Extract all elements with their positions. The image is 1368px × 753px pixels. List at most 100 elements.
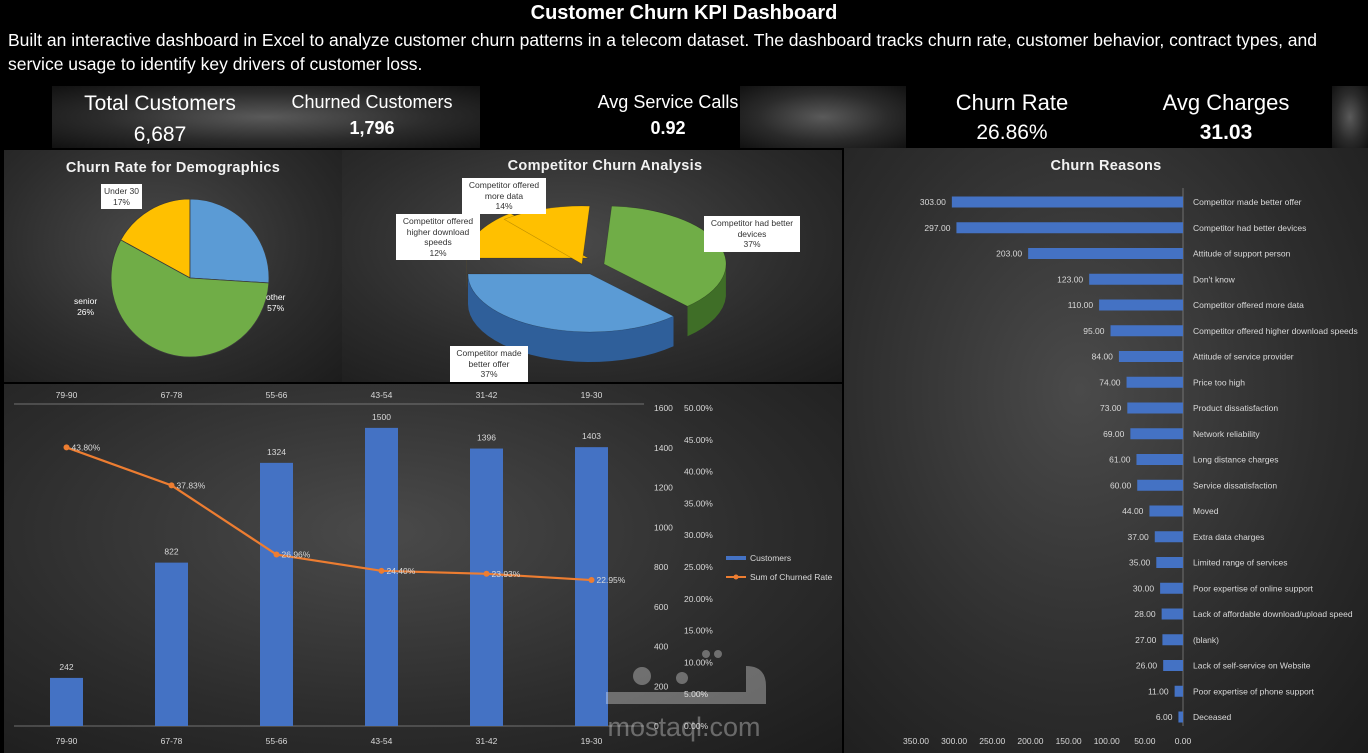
churn-reasons-panel: Churn Reasons 303.00 Competitor made bett… — [844, 148, 1368, 753]
customers-bar — [260, 462, 293, 726]
age-group-panel: 79-90 79-90 242 67-78 67-78 822 55-66 55-66 1324… — [4, 384, 842, 753]
churn-reasons-bar-chart: 303.00 Competitor made better offer 297.00… — [903, 188, 1358, 746]
reason-category-label: (blank) — [1193, 635, 1219, 645]
reason-bar — [1127, 402, 1183, 414]
reasons-x-tick-label: 350.00 — [903, 736, 929, 746]
kpi-card-edge — [1332, 86, 1368, 148]
reason-bar — [1163, 660, 1183, 671]
y-right-tick-label: 0.00% — [684, 721, 709, 731]
churned-rate-line — [66, 446, 592, 582]
competitor-panel: Competitor Churn Analysis Competitor off… — [342, 150, 842, 382]
reason-value-label: 69.00 — [1103, 429, 1125, 439]
customers-bar-label: 242 — [59, 662, 73, 672]
pie-label-more-data: Competitor offered more data 14% — [462, 178, 546, 214]
reasons-x-tick-label: 100.00 — [1094, 736, 1120, 746]
reason-bar — [1118, 351, 1183, 362]
churned-customers-value: 1,796 — [349, 118, 395, 138]
reason-category-label: Poor expertise of online support — [1193, 583, 1314, 593]
customers-bar-label: 1324 — [267, 447, 286, 457]
dashboard-header: Customer Churn KPI Dashboard Built an in… — [0, 0, 1368, 86]
pie-slice-other — [110, 239, 270, 358]
churned-rate-point — [63, 444, 70, 451]
churned-rate-point — [273, 551, 280, 558]
reasons-x-tick-label: 50.00 — [1134, 736, 1156, 746]
y-left-tick-label: 0 — [654, 721, 659, 731]
reasons-x-tick-label: 250.00 — [979, 736, 1005, 746]
kpi-card-service — [740, 86, 906, 148]
reason-value-label: 27.00 — [1135, 635, 1157, 645]
reason-value-label: 11.00 — [1148, 686, 1169, 696]
churn-rate-label: Churn Rate — [955, 90, 1069, 115]
customers-bar — [50, 677, 83, 726]
demographics-panel: Churn Rate for Demographics Under 30 17% … — [4, 150, 342, 382]
service-calls-value: 0.92 — [650, 118, 686, 138]
reason-category-label: Competitor offered higher download speed… — [1193, 326, 1358, 336]
reason-value-label: 26.00 — [1136, 661, 1158, 671]
y-left-tick-label: 200 — [654, 681, 668, 691]
reason-value-label: 123.00 — [1057, 274, 1083, 284]
reason-bar — [1162, 634, 1183, 646]
reason-value-label: 110.00 — [1068, 300, 1094, 310]
churned-rate-label: 37.83% — [177, 480, 206, 490]
reason-bar — [1130, 428, 1183, 440]
reason-bar — [1137, 479, 1183, 491]
reason-bar — [956, 222, 1183, 234]
legend-churned-marker — [733, 574, 739, 580]
pie-slice-better-offer — [467, 273, 675, 333]
pie-label-senior: senior 26% — [74, 296, 98, 317]
reason-value-label: 297.00 — [924, 223, 950, 233]
reason-value-label: 6.00 — [1156, 712, 1173, 722]
y-right-tick-label: 15.00% — [684, 626, 713, 636]
competitor-pie — [465, 205, 727, 362]
reasons-x-tick-label: 150.00 — [1056, 736, 1082, 746]
legend-customers-swatch — [726, 556, 746, 560]
reason-category-label: Long distance charges — [1193, 455, 1279, 465]
x-bottom-tick-label: 43-54 — [371, 736, 393, 746]
customers-bar — [470, 448, 503, 726]
reason-bar — [1099, 299, 1183, 311]
pie-slice-under30 — [120, 198, 191, 279]
reason-value-label: 35.00 — [1129, 558, 1151, 568]
reason-value-label: 95.00 — [1083, 326, 1105, 336]
x-bottom-tick-label: 67-78 — [161, 736, 183, 746]
reason-category-label: Attitude of service provider — [1193, 352, 1294, 362]
churn-reasons-title: Churn Reasons — [1050, 158, 1162, 174]
reason-bar — [1126, 376, 1183, 388]
reason-bar — [1174, 685, 1183, 697]
x-top-tick-label: 67-78 — [161, 390, 183, 400]
y-left-tick-label: 1600 — [654, 403, 673, 413]
x-top-tick-label: 31-42 — [476, 390, 498, 400]
y-right-tick-label: 30.00% — [684, 530, 713, 540]
avg-charges-value: 31.03 — [1199, 121, 1253, 144]
churned-rate-label: 43.80% — [72, 442, 101, 452]
reason-bar — [1160, 582, 1183, 594]
demographics-pie — [110, 198, 270, 358]
reason-category-label: Network reliability — [1193, 429, 1260, 439]
reasons-x-tick-label: 200.00 — [1017, 736, 1043, 746]
reason-category-label: Lack of affordable download/upload speed — [1193, 609, 1353, 619]
churned-rate-point — [168, 482, 175, 489]
reason-value-label: 60.00 — [1110, 480, 1132, 490]
reason-category-label: Attitude of support person — [1193, 249, 1291, 259]
reason-value-label: 203.00 — [996, 249, 1022, 259]
reason-bar — [1089, 273, 1183, 285]
reason-category-label: Deceased — [1193, 712, 1232, 722]
reason-value-label: 44.00 — [1122, 506, 1144, 516]
pie-label-better-devices: Competitor had better devices 37% — [704, 216, 800, 252]
x-bottom-tick-label: 19-30 — [581, 736, 603, 746]
reason-category-label: Lack of self-service on Website — [1193, 661, 1311, 671]
customers-bar-label: 1500 — [372, 412, 391, 422]
demographics-title: Churn Rate for Demographics — [65, 160, 281, 176]
reason-value-label: 84.00 — [1092, 352, 1114, 362]
reason-value-label: 28.00 — [1134, 609, 1156, 619]
customers-bar — [575, 447, 608, 726]
reason-bar — [1028, 248, 1183, 259]
y-left-tick-label: 600 — [654, 602, 668, 612]
y-right-tick-label: 45.00% — [684, 435, 713, 445]
avg-charges-label: Avg Charges — [1162, 90, 1290, 115]
total-customers-value: 6,687 — [133, 123, 187, 146]
competitor-title: Competitor Churn Analysis — [507, 158, 703, 174]
reason-category-label: Competitor made better offer — [1193, 197, 1302, 207]
reason-category-label: Competitor had better devices — [1193, 223, 1306, 233]
svg-text:mostaql.com: mostaql.com — [607, 712, 760, 742]
